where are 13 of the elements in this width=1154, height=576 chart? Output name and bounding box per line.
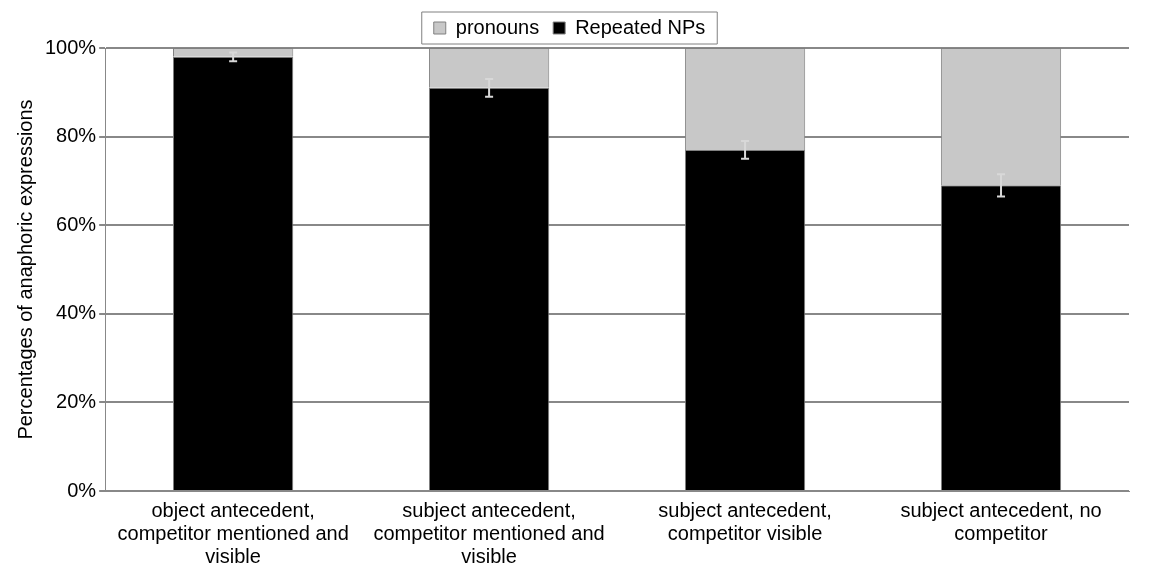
legend-label: pronouns <box>455 15 540 38</box>
y-tick-label: 100% <box>45 35 97 58</box>
x-tick-label: subject antecedent, competitor visible <box>658 499 832 545</box>
y-tick-label: 0% <box>67 478 97 501</box>
x-tick-label: subject antecedent, competitor mentioned and visible <box>373 499 605 568</box>
y-tick-label: 60% <box>56 212 97 235</box>
y-axis-title: Percentages of anaphoric expressions <box>13 99 36 440</box>
y-tick-label: 80% <box>56 124 97 147</box>
x-tick-label: object antecedent, competitor mentioned and visible <box>117 499 349 568</box>
y-tick-label: 40% <box>56 301 97 324</box>
y-tick-label: 20% <box>56 389 97 412</box>
legend-label: Repeated NPs <box>575 15 706 38</box>
x-tick-label: subject antecedent, no competitor <box>900 499 1102 545</box>
